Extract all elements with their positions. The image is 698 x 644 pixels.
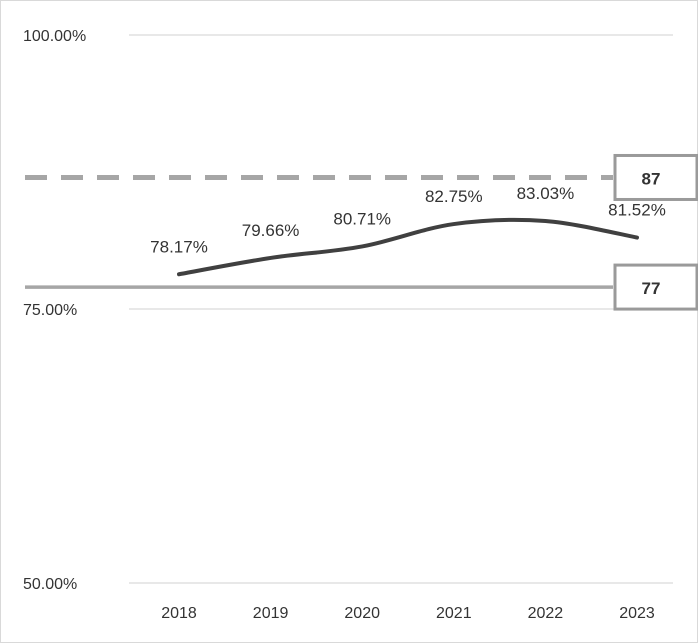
gridlines xyxy=(129,34,673,584)
reference-label-box-77 xyxy=(613,263,698,311)
x-tick-label: 2019 xyxy=(253,605,289,622)
data-label-2020: 80.71% xyxy=(333,209,391,228)
x-axis-ticks: 2018 2019 2020 2021 2022 2023 xyxy=(161,605,655,622)
y-tick-label: 50.00% xyxy=(23,576,77,593)
series-line-0 xyxy=(177,217,639,277)
x-tick-label: 2020 xyxy=(344,605,380,622)
reference-label-87: 87 xyxy=(642,169,661,188)
data-label-2022: 83.03% xyxy=(517,184,575,203)
x-tick-label: 2022 xyxy=(528,605,564,622)
data-label-2021: 82.75% xyxy=(425,187,483,206)
y-tick-label: 100.00% xyxy=(23,28,86,45)
reference-label-77: 77 xyxy=(642,279,661,298)
y-axis-ticks: 100.00% 75.00% 50.00% xyxy=(23,28,86,593)
x-tick-label: 2021 xyxy=(436,605,472,622)
series xyxy=(177,217,639,277)
y-tick-label: 75.00% xyxy=(23,302,77,319)
reference-label-box-87 xyxy=(613,153,698,201)
data-labels: 78.17% 79.66% 80.71% 82.75% 83.03% 81.52% xyxy=(150,184,666,256)
x-tick-label: 2018 xyxy=(161,605,197,622)
reference-lines: 87 77 xyxy=(25,153,698,311)
data-label-2023: 81.52% xyxy=(608,201,666,220)
x-tick-label: 2023 xyxy=(619,605,655,622)
data-label-2019: 79.66% xyxy=(242,221,300,240)
data-label-2018: 78.17% xyxy=(150,237,208,256)
